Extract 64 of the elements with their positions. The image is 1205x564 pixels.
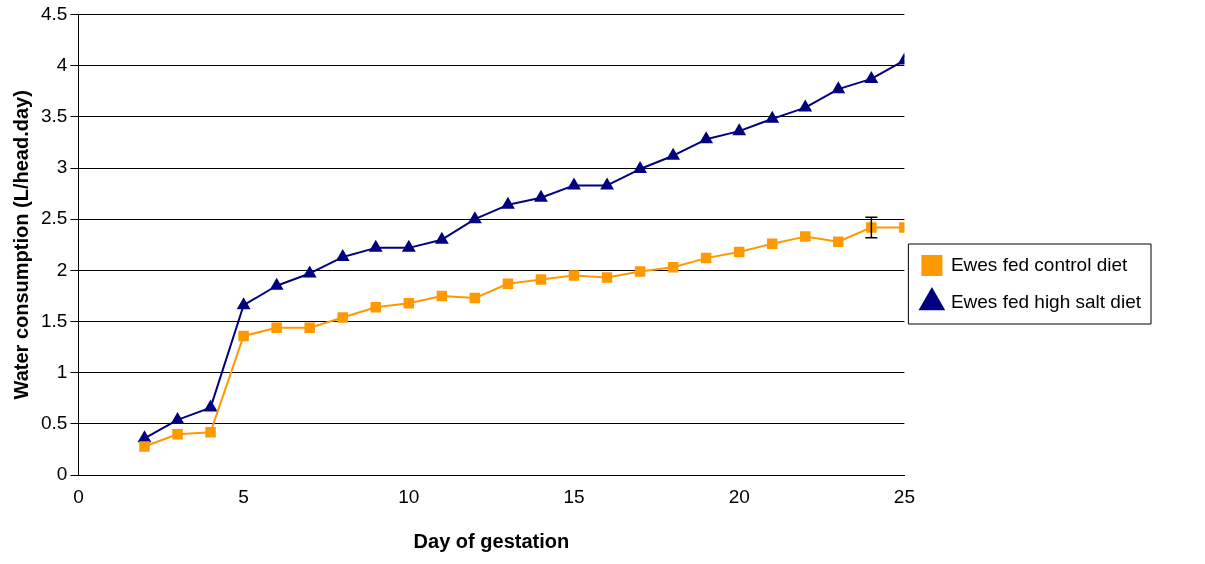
point [534, 190, 548, 202]
x-tick-label: 15 [563, 485, 585, 507]
y-tick-label: 0.5 [40, 412, 68, 434]
point [699, 132, 713, 144]
y-tick-label: 3 [56, 156, 68, 178]
point [205, 426, 216, 438]
point [568, 270, 580, 281]
point [270, 278, 283, 290]
x-tick-label: 20 [728, 485, 750, 507]
point [304, 322, 315, 333]
point [633, 162, 647, 174]
point [832, 82, 845, 94]
point [766, 111, 779, 123]
point [204, 400, 217, 412]
y-tick-label: 2 [56, 258, 68, 280]
point [171, 412, 184, 424]
y-tick-label: 4 [56, 53, 68, 75]
point [436, 290, 448, 302]
point [666, 148, 680, 160]
point [502, 278, 514, 289]
point [238, 330, 249, 342]
point [799, 100, 812, 112]
point [468, 212, 482, 224]
point [733, 246, 745, 258]
x-tick-label: 5 [238, 485, 249, 507]
point [336, 250, 349, 262]
point [501, 197, 515, 209]
point [337, 312, 348, 323]
y-tick-label: 2.5 [40, 207, 68, 229]
point [139, 441, 150, 452]
point [700, 252, 712, 264]
point [766, 238, 778, 250]
point [535, 274, 547, 285]
legend-label: Ewes fed high salt diet [950, 290, 1142, 312]
point [370, 302, 382, 313]
y-tick-label: 1.5 [40, 309, 68, 331]
point [667, 262, 679, 273]
x-tick-label: 10 [398, 485, 420, 507]
point [865, 71, 878, 83]
point [634, 266, 646, 277]
point [402, 240, 415, 252]
x-tick-label: 0 [73, 485, 84, 507]
y-tick-label: 0 [56, 463, 68, 485]
legend-label: Ewes fed control diet [950, 253, 1128, 275]
point [237, 298, 250, 310]
x-axis-title: Day of gestation [413, 529, 570, 552]
point [271, 322, 282, 333]
point [833, 236, 844, 247]
point [369, 240, 382, 252]
y-tick-label: 4.5 [40, 2, 68, 24]
x-tick-label: 25 [893, 485, 915, 507]
point [600, 178, 614, 190]
point [567, 178, 581, 190]
point [733, 124, 746, 136]
point [469, 292, 481, 304]
y-tick-label: 1 [56, 361, 68, 383]
y-tick-label: 3.5 [40, 105, 68, 127]
point [172, 429, 183, 440]
y-axis-title: Water consumption (L/head.day) [9, 90, 32, 400]
point [403, 297, 415, 309]
point [303, 266, 316, 278]
point [601, 272, 613, 283]
point [800, 231, 811, 242]
point [435, 232, 449, 244]
